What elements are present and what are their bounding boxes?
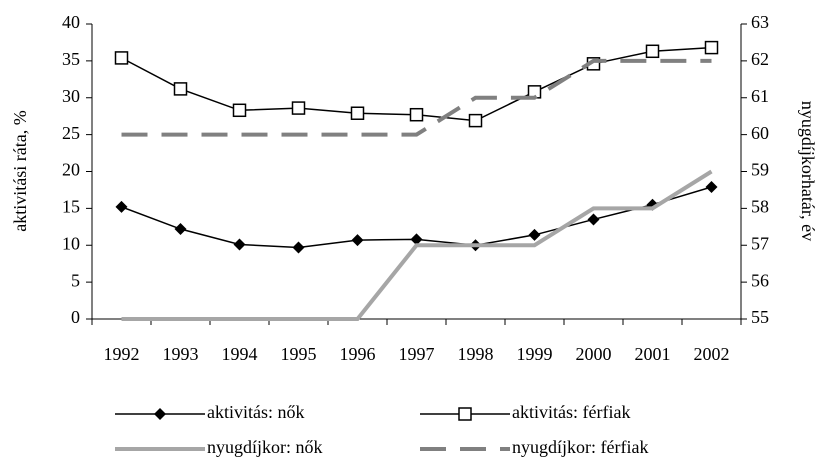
marker bbox=[232, 103, 247, 118]
y-tick-label: 40 bbox=[62, 12, 80, 32]
marker bbox=[350, 106, 365, 120]
y-tick-label: 25 bbox=[62, 123, 80, 143]
marker bbox=[173, 82, 188, 96]
x-tick-label: 2001 bbox=[635, 344, 671, 364]
marker bbox=[292, 241, 305, 254]
x-tick-label: 1998 bbox=[458, 344, 494, 364]
x-tick-label: 1996 bbox=[340, 344, 376, 364]
marker bbox=[114, 51, 129, 65]
marker bbox=[468, 113, 483, 128]
legend-label: nyugdíjkor: férfiak bbox=[512, 437, 648, 457]
x-tick-label: 1993 bbox=[163, 344, 199, 364]
legend-label: nyugdíjkor: nők bbox=[207, 437, 323, 457]
marker bbox=[291, 101, 306, 115]
legend-label: aktivitás: nők bbox=[207, 402, 305, 422]
legend-label: aktivitás: férfiak bbox=[512, 402, 630, 422]
marker bbox=[409, 107, 424, 122]
y-tick-label: 35 bbox=[62, 49, 80, 69]
marker bbox=[351, 234, 364, 247]
x-tick-label: 2000 bbox=[576, 344, 612, 364]
marker bbox=[645, 44, 660, 59]
x-tick-label: 1992 bbox=[104, 344, 140, 364]
marker bbox=[705, 180, 718, 193]
marker bbox=[410, 233, 423, 246]
y2-axis-label: nyugdíjkorhatár, év bbox=[798, 101, 818, 241]
y2-tick-label: 59 bbox=[751, 160, 769, 180]
y-tick-label: 30 bbox=[62, 86, 80, 106]
series-line bbox=[121, 58, 712, 137]
marker bbox=[115, 200, 128, 213]
y2-tick-label: 60 bbox=[751, 123, 769, 143]
y-axis-label: aktivitási ráta, % bbox=[10, 110, 30, 231]
y2-tick-label: 63 bbox=[751, 12, 769, 32]
marker bbox=[233, 238, 246, 251]
y2-tick-label: 56 bbox=[751, 270, 769, 290]
y-tick-label: 10 bbox=[62, 233, 80, 253]
marker bbox=[587, 213, 600, 226]
x-tick-label: 2002 bbox=[694, 344, 730, 364]
marker bbox=[458, 407, 472, 421]
y2-tick-label: 55 bbox=[751, 307, 769, 327]
y-tick-label: 5 bbox=[71, 270, 80, 290]
y-tick-label: 20 bbox=[62, 160, 80, 180]
y2-tick-label: 62 bbox=[751, 49, 769, 69]
series-line bbox=[121, 169, 713, 321]
marker bbox=[528, 228, 541, 241]
x-tick-label: 1995 bbox=[281, 344, 317, 364]
y2-tick-label: 57 bbox=[751, 233, 769, 253]
y-tick-label: 0 bbox=[71, 307, 80, 327]
x-tick-label: 1997 bbox=[399, 344, 435, 364]
marker bbox=[704, 40, 719, 55]
y2-tick-label: 58 bbox=[751, 197, 769, 217]
x-tick-label: 1994 bbox=[222, 344, 258, 364]
y2-tick-label: 61 bbox=[751, 86, 769, 106]
marker bbox=[174, 223, 187, 236]
x-tick-label: 1999 bbox=[517, 344, 553, 364]
y-tick-label: 15 bbox=[62, 197, 80, 217]
marker bbox=[154, 408, 166, 420]
